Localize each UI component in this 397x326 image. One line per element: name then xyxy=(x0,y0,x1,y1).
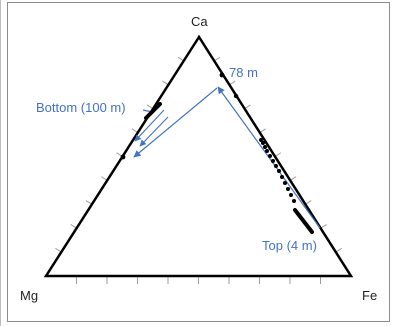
bottom-bracket-arrow-2 xyxy=(139,116,169,147)
annotation-bottom: Bottom (100 m) xyxy=(36,100,126,115)
vertex-label-fe: Fe xyxy=(362,288,377,303)
figure-frame xyxy=(7,2,390,322)
sample-point xyxy=(280,175,284,179)
vertex-label-ca: Ca xyxy=(191,14,208,29)
sample-point-78m xyxy=(219,72,225,78)
sample-point xyxy=(277,169,281,173)
sample-point xyxy=(292,199,296,203)
sample-points xyxy=(120,72,296,203)
vertex-label-mg: Mg xyxy=(20,288,38,303)
bottom-bracket-arrow-1 xyxy=(134,109,165,142)
annotation-78m: 78 m xyxy=(229,65,258,80)
sample-point xyxy=(261,141,265,145)
sample-cluster-bottom xyxy=(144,102,162,120)
sample-point xyxy=(283,181,287,185)
sample-point xyxy=(259,138,263,142)
sample-point xyxy=(120,154,126,160)
trend-arrow-down-left xyxy=(133,87,218,158)
sample-point xyxy=(271,159,275,163)
sample-point xyxy=(286,187,290,191)
sample-point xyxy=(274,164,278,168)
sample-point xyxy=(268,154,272,158)
annotation-top: Top (4 m) xyxy=(262,238,317,253)
sample-point xyxy=(263,145,267,149)
panel-edge-rule xyxy=(0,0,1,326)
sample-cluster-surface xyxy=(293,208,314,234)
sample-point xyxy=(289,193,293,197)
sample-point xyxy=(233,93,239,99)
sample-point xyxy=(265,149,269,153)
